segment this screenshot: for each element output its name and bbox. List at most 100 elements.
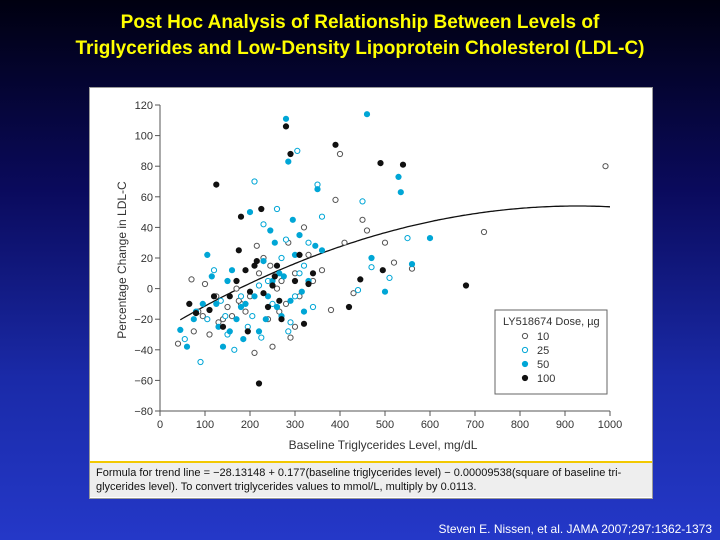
data-point-dose-50 [381,288,389,295]
data-point-dose-10 [206,331,213,338]
data-point-dose-25 [354,287,362,294]
scatter-chart: −80 −60 −40 −20 0 20 40 60 80 100 120 0 100 200 300 400… [115,100,622,452]
data-point-dose-100 [192,310,200,317]
data-point-dose-25 [249,313,256,320]
data-point-dose-50 [287,297,294,304]
data-point-dose-25 [368,264,375,271]
data-point-dose-50 [282,115,290,122]
data-point-dose-50 [190,316,197,323]
data-point-dose-100 [300,320,308,327]
data-point-dose-25 [318,213,326,220]
data-point-dose-100 [260,290,267,297]
data-point-dose-10 [273,285,281,292]
data-point-dose-100 [273,262,281,269]
legend-box [494,309,608,395]
data-point-dose-100 [377,160,384,167]
data-point-dose-10 [188,276,195,283]
data-point-dose-100 [242,267,249,274]
x-tick-label: 300 [286,419,304,431]
data-point-dose-50 [262,316,269,323]
data-point-dose-25 [291,293,299,300]
data-point-dose-100 [462,282,470,289]
data-point-dose-100 [379,267,386,274]
data-point-dose-25 [386,274,393,281]
data-point-dose-25 [294,147,301,155]
data-point-dose-50 [208,273,215,280]
chart-legend: LY518674 Dose, µg 10 25 50 100 [494,309,608,395]
data-point-dose-10 [267,262,274,269]
data-point-dose-100 [264,303,272,311]
data-points [174,111,609,387]
data-point-dose-50 [204,251,211,258]
title-line-2: Triglycerides and Low-Density Lipoprotei… [75,38,645,59]
data-point-dose-100 [291,277,299,285]
x-tick-label: 700 [466,419,484,431]
data-point-dose-25 [237,293,245,300]
y-tick-label: −20 [134,314,153,326]
data-point-dose-100 [305,280,312,288]
data-point-dose-10 [318,267,326,274]
data-point-dose-25 [273,205,281,213]
data-point-dose-10 [332,196,339,204]
y-axis-label: Percentage Change in LDL-C [115,181,129,339]
data-point-dose-50 [363,111,371,118]
y-tick-label: 60 [141,192,153,204]
data-point-dose-10 [327,306,335,314]
data-point-dose-10 [242,308,249,315]
data-point-dose-100 [276,297,283,304]
data-point-dose-100 [235,247,242,254]
data-point-dose-10 [253,242,260,249]
data-point-dose-25 [231,346,238,353]
data-point-dose-100 [296,251,303,258]
data-point-dose-10 [255,270,263,277]
data-point-dose-50 [233,316,240,323]
data-point-dose-100 [244,328,251,335]
chart-panel: −80 −60 −40 −20 0 20 40 60 80 100 120 0 100 200 300 400… [89,87,653,499]
x-axis-label: Baseline Triglycerides Level, mg/dL [289,438,478,452]
y-tick-label: −80 [134,406,153,418]
data-point-dose-100 [233,277,240,285]
data-point-dose-25 [217,297,224,304]
data-point-dose-10 [300,224,308,231]
data-point-dose-50 [264,293,272,300]
x-tick-label: 500 [376,419,394,431]
data-point-dose-100 [357,276,364,283]
data-point-dose-25 [210,267,218,274]
data-point-dose-50 [213,300,220,307]
x-tick-label: 1000 [598,419,622,431]
data-point-dose-50 [228,267,236,274]
data-point-dose-10 [233,285,240,292]
data-point-dose-50 [426,235,434,242]
data-point-dose-100 [210,293,218,300]
data-point-dose-50 [251,293,258,300]
data-point-dose-10 [359,216,366,223]
data-point-dose-25 [255,282,263,289]
x-tick-label: 200 [241,419,259,431]
data-point-dose-100 [345,303,353,311]
data-point-dose-100 [399,161,407,168]
data-point-dose-100 [186,300,193,307]
legend-marker-dose-50 [521,360,529,368]
legend-marker-dose-10 [521,332,529,340]
data-point-dose-10 [291,323,299,330]
data-point-dose-25 [222,313,229,320]
data-point-dose-25 [260,221,267,228]
data-point-dose-50 [289,216,296,223]
title-line-1: Post Hoc Analysis of Relationship Betwee… [120,12,600,33]
data-point-dose-10 [251,349,258,356]
data-point-dose-100 [206,306,213,314]
y-tick-label: 100 [135,131,153,143]
data-point-dose-25 [404,235,411,242]
data-point-dose-10 [341,239,348,246]
x-tick-label: 800 [511,419,529,431]
data-point-dose-25 [305,239,312,246]
y-tick-label: 20 [141,253,153,265]
data-point-dose-50 [397,189,404,196]
data-point-dose-100 [213,181,220,188]
data-point-dose-50 [177,326,184,333]
citation: Steven E. Nissen, et al. JAMA 2007;297:1… [438,522,712,536]
data-point-dose-50 [298,288,305,295]
data-point-dose-100 [287,150,294,158]
data-point-dose-10 [282,300,290,307]
legend-label-dose-100: 100 [537,373,555,385]
